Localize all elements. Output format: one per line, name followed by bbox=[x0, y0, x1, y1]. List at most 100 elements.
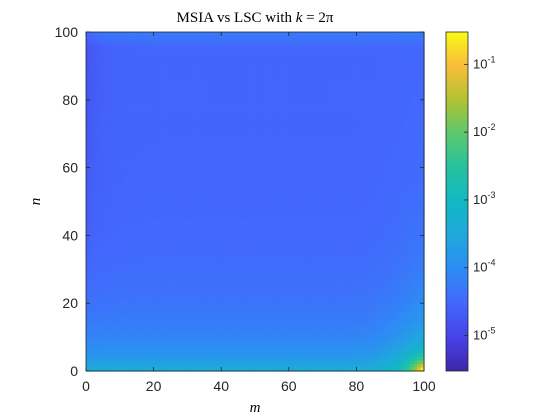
heatmap-cell bbox=[121, 92, 126, 97]
heatmap-cell bbox=[135, 222, 140, 227]
heatmap-cell bbox=[110, 95, 115, 100]
heatmap-cell bbox=[166, 356, 172, 362]
heatmap-cell bbox=[219, 226, 224, 231]
heatmap-cell bbox=[163, 303, 168, 309]
heatmap-cell bbox=[128, 70, 133, 75]
heatmap-cell bbox=[93, 268, 98, 273]
heatmap-cell bbox=[188, 289, 193, 294]
heatmap-cell bbox=[159, 205, 165, 210]
heatmap-cell bbox=[195, 286, 200, 291]
heatmap-cell bbox=[209, 233, 214, 238]
heatmap-cell bbox=[212, 332, 217, 337]
heatmap-cell bbox=[262, 261, 267, 266]
heatmap-cell bbox=[135, 212, 140, 217]
heatmap-cell bbox=[152, 265, 158, 270]
heatmap-cell bbox=[145, 88, 150, 93]
heatmap-cell bbox=[258, 346, 263, 351]
heatmap-cell bbox=[96, 109, 101, 114]
heatmap-cell bbox=[117, 222, 122, 227]
heatmap-cell bbox=[145, 148, 150, 153]
heatmap-cell bbox=[124, 176, 129, 181]
heatmap-cell bbox=[262, 39, 267, 44]
heatmap-cell bbox=[152, 49, 158, 54]
heatmap-cell bbox=[96, 325, 101, 330]
heatmap-cell bbox=[226, 328, 231, 333]
heatmap-cell bbox=[226, 307, 231, 312]
heatmap-cell bbox=[138, 74, 143, 79]
heatmap-cell bbox=[262, 275, 267, 280]
heatmap-cell bbox=[188, 222, 193, 227]
heatmap-cell bbox=[212, 190, 217, 196]
heatmap-cell bbox=[145, 208, 150, 213]
heatmap-cell bbox=[181, 155, 186, 160]
heatmap-cell bbox=[128, 63, 133, 68]
heatmap-cell bbox=[202, 205, 207, 210]
heatmap-cell bbox=[247, 102, 253, 107]
heatmap-cell bbox=[198, 367, 203, 372]
heatmap-cell bbox=[177, 109, 182, 114]
heatmap-cell bbox=[100, 130, 105, 136]
heatmap-cell bbox=[131, 226, 136, 231]
heatmap-cell bbox=[138, 268, 143, 273]
heatmap-cell bbox=[223, 120, 228, 125]
heatmap-cell bbox=[117, 148, 122, 153]
heatmap-cell bbox=[226, 155, 231, 160]
heatmap-cell bbox=[202, 190, 207, 196]
heatmap-cell bbox=[195, 367, 200, 372]
heatmap-cell bbox=[117, 321, 122, 326]
heatmap-cell bbox=[244, 222, 249, 227]
heatmap-cell bbox=[166, 282, 172, 287]
heatmap-cell bbox=[262, 88, 267, 93]
heatmap-cell bbox=[131, 293, 136, 298]
heatmap-cell bbox=[131, 250, 136, 256]
heatmap-cell bbox=[251, 183, 256, 188]
heatmap-cell bbox=[262, 63, 267, 68]
heatmap-cell bbox=[170, 219, 175, 224]
heatmap-cell bbox=[152, 349, 158, 354]
heatmap-cell bbox=[86, 286, 91, 291]
heatmap-cell bbox=[181, 84, 186, 90]
heatmap-cell bbox=[251, 300, 256, 305]
heatmap-cell bbox=[247, 240, 253, 245]
heatmap-cell bbox=[131, 279, 136, 284]
heatmap-cell bbox=[149, 35, 154, 40]
heatmap-cell bbox=[219, 102, 224, 107]
heatmap-cell bbox=[93, 187, 98, 192]
heatmap-cell bbox=[181, 190, 186, 196]
heatmap-cell bbox=[166, 335, 172, 340]
heatmap-cell bbox=[121, 208, 126, 213]
heatmap-cell bbox=[174, 226, 179, 231]
heatmap-cell bbox=[251, 39, 256, 44]
heatmap-cell bbox=[89, 130, 94, 136]
heatmap-cell bbox=[226, 268, 231, 273]
heatmap-cell bbox=[89, 243, 94, 249]
heatmap-cell bbox=[103, 95, 108, 100]
heatmap-cell bbox=[237, 49, 242, 54]
heatmap-cell bbox=[89, 190, 94, 196]
heatmap-cell bbox=[103, 173, 108, 178]
heatmap-cell bbox=[233, 116, 238, 121]
heatmap-cell bbox=[152, 335, 158, 340]
heatmap-cell bbox=[223, 46, 228, 51]
heatmap-cell bbox=[170, 258, 175, 263]
heatmap-cell bbox=[265, 222, 270, 227]
heatmap-cell bbox=[198, 46, 203, 51]
heatmap-cell bbox=[177, 145, 182, 150]
heatmap-cell bbox=[258, 39, 263, 44]
heatmap-cell bbox=[177, 32, 182, 37]
heatmap-cell bbox=[255, 307, 260, 312]
heatmap-cell bbox=[205, 116, 210, 121]
heatmap-cell bbox=[156, 318, 161, 323]
heatmap-cell bbox=[251, 180, 256, 185]
heatmap-cell bbox=[240, 310, 246, 316]
heatmap-cell bbox=[251, 363, 256, 369]
heatmap-cell bbox=[159, 173, 165, 178]
heatmap-cell bbox=[198, 84, 203, 90]
heatmap-cell bbox=[265, 346, 270, 351]
heatmap-cell bbox=[142, 236, 147, 241]
heatmap-cell bbox=[110, 84, 115, 90]
heatmap-cell bbox=[184, 102, 189, 107]
heatmap-cell bbox=[223, 254, 228, 259]
heatmap-cell bbox=[216, 102, 221, 107]
heatmap-cell bbox=[226, 127, 231, 132]
